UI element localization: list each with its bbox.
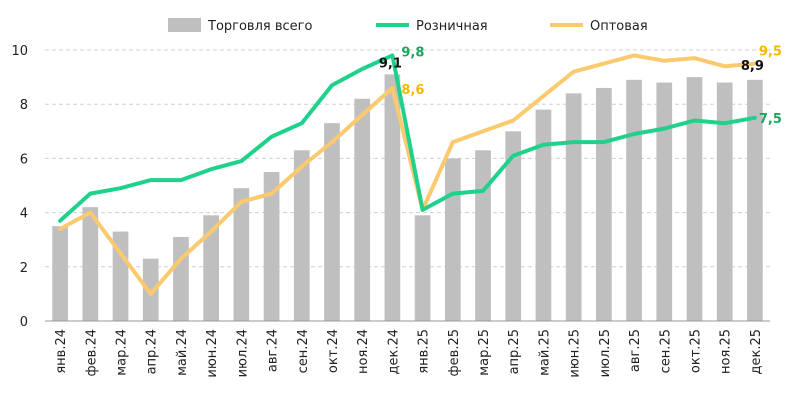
x-tick-label: апр.24 — [145, 329, 160, 374]
x-tick-label: июн.24 — [205, 329, 220, 378]
data-label: 9,8 — [401, 45, 424, 60]
bar-ноя.24 — [354, 98, 371, 321]
x-tick-label: ноя.24 — [356, 329, 371, 374]
bar-сен.24 — [293, 150, 310, 321]
x-tick-label: авг.25 — [628, 329, 643, 372]
data-label: 7,5 — [759, 112, 782, 127]
data-label: 8,9 — [741, 59, 764, 74]
x-tick-label: окт.25 — [688, 329, 703, 373]
bar-июл.25 — [596, 87, 612, 321]
legend: Торговля всего Розничная Оптовая — [168, 18, 648, 34]
y-tick-label: 2 — [20, 261, 28, 276]
x-tick-label: ноя.25 — [719, 329, 734, 374]
bar-май.25 — [535, 109, 552, 322]
bar-июн.25 — [565, 93, 582, 321]
x-tick-label: июл.24 — [235, 329, 250, 377]
legend-label: Розничная — [416, 19, 488, 34]
bar-фев.24 — [82, 207, 99, 321]
bar-сен.25 — [656, 82, 673, 322]
legend-swatch — [168, 18, 201, 32]
line-Оптовая — [58, 53, 757, 296]
bar-июн.24 — [203, 215, 219, 321]
line-Розничная — [58, 53, 757, 223]
x-tick-label: май.25 — [537, 329, 552, 376]
x-tick-label: фев.25 — [447, 329, 462, 376]
x-tick-label: сен.24 — [296, 329, 311, 373]
y-tick-label: 0 — [20, 315, 28, 330]
x-tick-label: апр.25 — [507, 329, 522, 374]
x-tick-label: мар.25 — [477, 329, 492, 376]
y-tick-label: 6 — [20, 152, 28, 167]
bar-фев.25 — [444, 158, 461, 321]
y-tick-label: 8 — [20, 98, 28, 113]
bar-series — [52, 74, 763, 322]
y-tick-label: 4 — [20, 207, 28, 222]
data-labels: 9,19,8 8,6 9,58,9 7,5 — [379, 45, 782, 127]
data-label: 9,1 — [379, 56, 402, 71]
x-tick-label: мар.24 — [115, 329, 130, 376]
y-axis-ticks: 0 2 4 6 8 10 — [11, 44, 28, 330]
bar-ноя.25 — [716, 82, 733, 322]
line-series — [58, 53, 757, 296]
bar-авг.25 — [626, 79, 642, 321]
legend-label: Оптовая — [590, 19, 648, 34]
x-tick-label: сен.25 — [658, 329, 673, 373]
x-tick-label: янв.24 — [54, 329, 69, 374]
x-tick-label: янв.25 — [417, 329, 432, 374]
x-tick-label: июл.25 — [598, 329, 613, 377]
bar-июл.24 — [233, 188, 250, 321]
bar-янв.25 — [414, 215, 431, 321]
x-axis-ticks: янв.24 фев.24 мар.24 апр.24 май.24 июн.24 июл.… — [54, 329, 764, 378]
bar-окт.25 — [686, 77, 703, 321]
x-tick-label: дек.24 — [386, 329, 401, 375]
x-tick-label: июн.25 — [568, 329, 583, 378]
bar-мар.24 — [112, 231, 129, 321]
bar-апр.25 — [505, 131, 522, 321]
bar-май.24 — [173, 236, 189, 321]
bar-окт.24 — [324, 123, 340, 321]
legend-label: Торговля всего — [207, 19, 312, 34]
bar-дек.24 — [384, 74, 401, 321]
data-label: 9,5 — [759, 45, 782, 60]
x-tick-label: окт.24 — [326, 329, 341, 373]
data-label: 8,6 — [401, 83, 424, 98]
bar-дек.25 — [747, 79, 763, 321]
x-tick-label: фев.24 — [84, 329, 99, 376]
bar-янв.24 — [52, 226, 68, 321]
y-tick-label: 10 — [11, 44, 28, 59]
x-tick-label: дек.25 — [749, 329, 764, 375]
gridlines — [45, 49, 770, 268]
bar-апр.24 — [142, 258, 159, 321]
x-tick-label: авг.24 — [266, 329, 281, 372]
bar-авг.24 — [263, 171, 280, 321]
x-tick-label: май.24 — [175, 329, 190, 376]
bar-мар.25 — [475, 150, 491, 321]
